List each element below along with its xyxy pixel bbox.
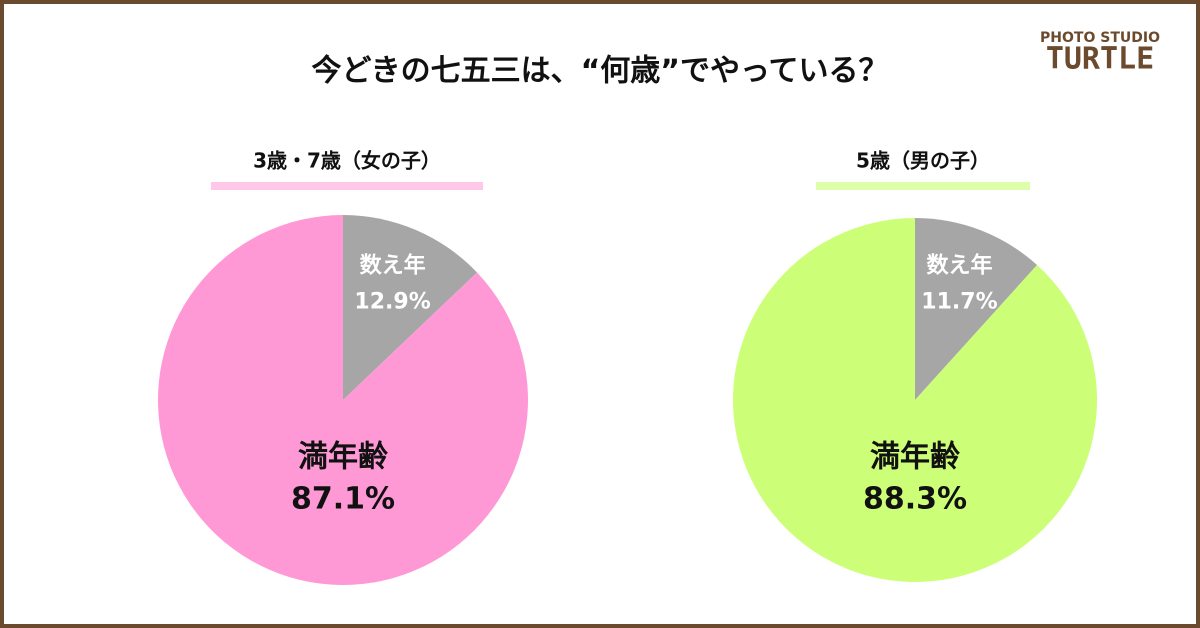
slice-value-label: 87.1% (291, 482, 395, 517)
slice-category: 満年齢 (870, 440, 960, 475)
slice-value-label: 12.9% (354, 289, 430, 314)
slice-value-label: 88.3% (863, 482, 967, 517)
chart-title: 5歳（男の子） (856, 149, 990, 173)
logo-top: PHOTO STUDIO (1040, 30, 1160, 46)
title-underline (211, 182, 483, 190)
pie-slice (733, 218, 1097, 582)
slice-category: 満年齢 (298, 440, 388, 475)
main-title: 今どきの七五三は、“何歳”でやっている？ (311, 54, 888, 89)
slice-value-label: 11.7% (921, 290, 997, 315)
slice-category: 数え年 (360, 252, 426, 278)
logo-bottom: TURTLE (1046, 42, 1154, 77)
slice-category: 数え年 (926, 253, 992, 279)
pie-slice (915, 218, 1038, 400)
pie-slice (343, 215, 478, 400)
chart-title: 3歳・7歳（女の子） (253, 149, 441, 173)
title-underline (816, 182, 1030, 190)
pie-slice (157, 215, 528, 585)
